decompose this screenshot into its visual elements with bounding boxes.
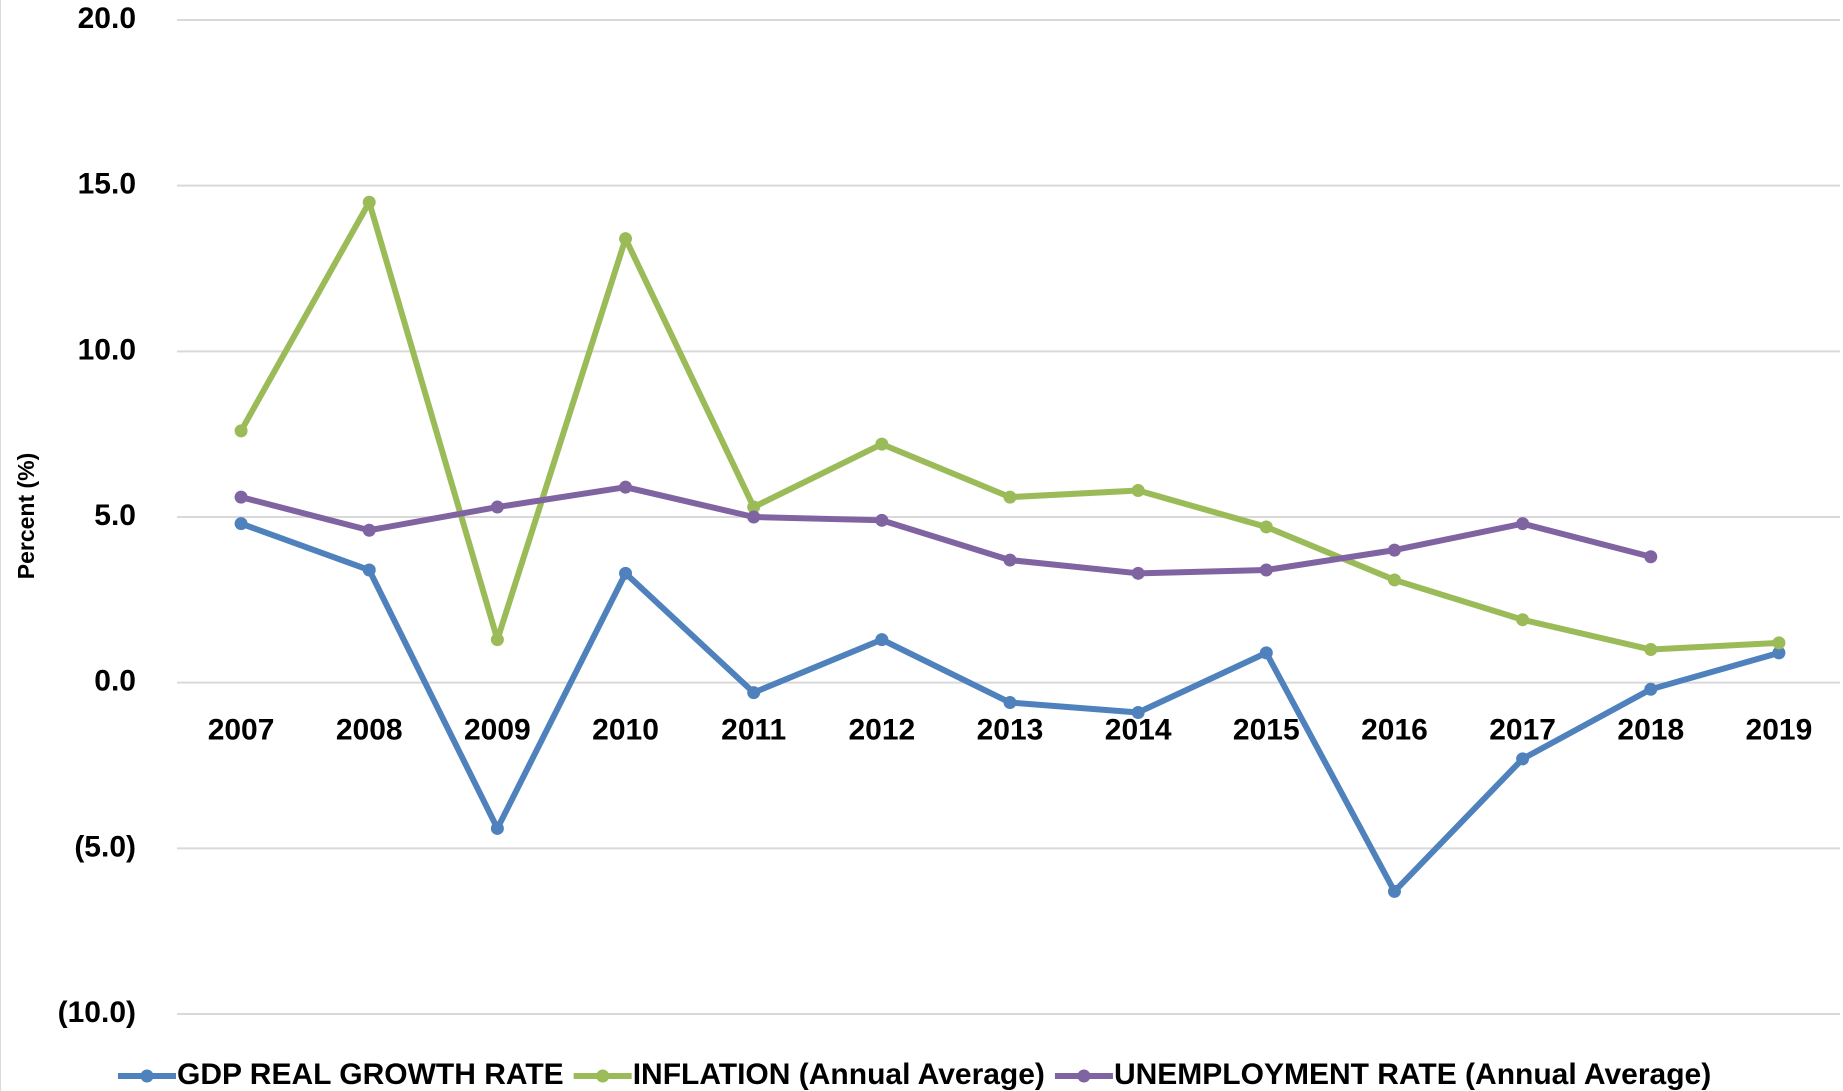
data-point bbox=[1003, 553, 1017, 567]
data-point bbox=[362, 195, 376, 209]
data-point bbox=[1644, 643, 1658, 657]
data-point bbox=[1131, 483, 1145, 497]
data-point bbox=[619, 480, 633, 494]
data-point bbox=[1772, 636, 1786, 650]
data-point bbox=[362, 523, 376, 537]
data-point bbox=[1131, 705, 1145, 719]
x-tick-label: 2017 bbox=[1489, 714, 1556, 747]
legend-label: INFLATION (Annual Average) bbox=[633, 1058, 1045, 1091]
y-tick-label: 5.0 bbox=[94, 499, 136, 532]
data-point bbox=[490, 821, 504, 835]
data-point bbox=[875, 437, 889, 451]
data-point bbox=[1644, 682, 1658, 696]
x-tick-label: 2010 bbox=[592, 714, 659, 747]
x-tick-label: 2012 bbox=[848, 714, 915, 747]
x-tick-label: 2011 bbox=[721, 714, 786, 747]
data-point bbox=[234, 490, 248, 504]
legend-marker bbox=[1077, 1069, 1091, 1083]
data-point bbox=[234, 517, 248, 531]
data-point bbox=[1772, 646, 1786, 660]
legend-item: GDP REAL GROWTH RATE bbox=[118, 1058, 564, 1091]
x-tick-label: 2009 bbox=[464, 714, 531, 747]
data-point bbox=[1644, 550, 1658, 564]
data-point bbox=[362, 563, 376, 577]
data-point bbox=[875, 633, 889, 647]
data-point bbox=[747, 500, 761, 514]
data-point bbox=[875, 513, 889, 527]
y-axis-title: Percent (%) bbox=[13, 453, 39, 580]
legend-item: UNEMPLOYMENT RATE (Annual Average) bbox=[1054, 1058, 1711, 1091]
legend-label: GDP REAL GROWTH RATE bbox=[177, 1058, 564, 1091]
x-tick-label: 2013 bbox=[977, 714, 1044, 747]
data-point bbox=[1387, 884, 1401, 898]
data-point bbox=[1516, 517, 1530, 531]
y-tick-label: (10.0) bbox=[58, 996, 136, 1029]
x-tick-label: 2015 bbox=[1233, 714, 1300, 747]
data-point bbox=[1259, 563, 1273, 577]
legend-item: INFLATION (Annual Average) bbox=[573, 1058, 1045, 1091]
data-point bbox=[1516, 752, 1530, 766]
data-point bbox=[1387, 573, 1401, 587]
data-point bbox=[619, 566, 633, 580]
data-point bbox=[1259, 646, 1273, 660]
y-tick-label: 15.0 bbox=[78, 168, 136, 201]
data-point bbox=[619, 232, 633, 246]
y-tick-label: 20.0 bbox=[78, 2, 136, 35]
x-tick-label: 2014 bbox=[1105, 714, 1172, 747]
data-point bbox=[1003, 696, 1017, 710]
data-point bbox=[1516, 613, 1530, 627]
data-point bbox=[490, 633, 504, 647]
data-point bbox=[747, 510, 761, 524]
x-tick-label: 2007 bbox=[208, 714, 275, 747]
data-point bbox=[1131, 566, 1145, 580]
legend-marker bbox=[596, 1069, 610, 1083]
x-tick-label: 2019 bbox=[1746, 714, 1813, 747]
x-tick-label: 2018 bbox=[1617, 714, 1684, 747]
series-line bbox=[240, 484, 1652, 577]
data-point bbox=[234, 424, 248, 438]
legend-label: UNEMPLOYMENT RATE (Annual Average) bbox=[1114, 1058, 1711, 1091]
y-tick-label: (5.0) bbox=[74, 830, 136, 863]
x-tick-label: 2008 bbox=[336, 714, 403, 747]
data-point bbox=[490, 500, 504, 514]
data-point bbox=[1259, 520, 1273, 534]
y-tick-label: 0.0 bbox=[94, 665, 136, 698]
y-tick-label: 10.0 bbox=[78, 333, 136, 366]
data-point bbox=[1387, 543, 1401, 557]
series-line bbox=[238, 199, 1780, 653]
data-point bbox=[747, 686, 761, 700]
data-point bbox=[1003, 490, 1017, 504]
legend-marker bbox=[140, 1069, 154, 1083]
x-tick-label: 2016 bbox=[1361, 714, 1428, 747]
